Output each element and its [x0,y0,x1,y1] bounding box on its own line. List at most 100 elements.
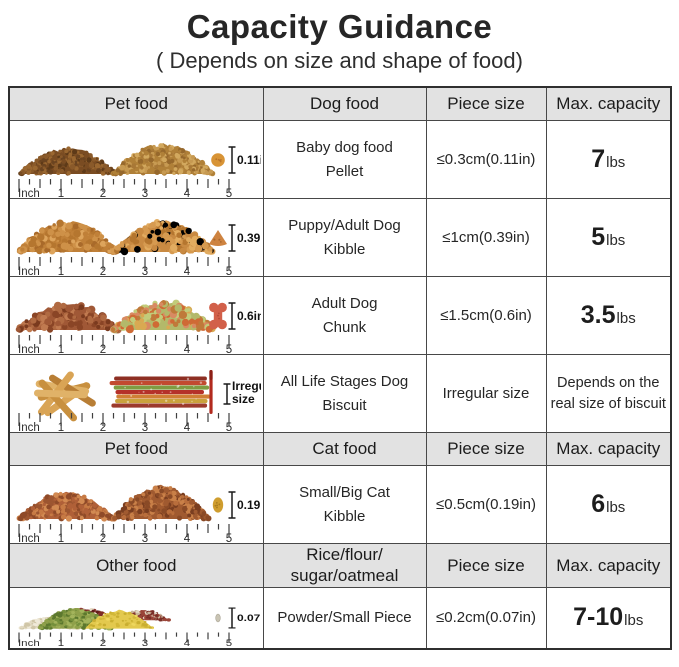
size-bracket [228,607,236,629]
ruler [18,632,230,643]
food-name-cell: Adult Dog Chunk [262,276,427,355]
size-bracket [228,491,236,519]
capacity-value: 3.5 [580,301,616,329]
ruler [18,524,230,537]
ruler-number: 2 [100,533,106,543]
capacity-cell: 7-10 lbs [545,586,672,650]
ruler-number: 5 [226,422,232,432]
ruler-number: 2 [100,422,106,432]
ruler-number: 5 [226,344,232,354]
food-name-cell: Baby dog food Pellet [262,120,427,199]
piece-size-cell: ≤1cm(0.39in) [425,198,547,277]
ruler-number: 3 [142,422,148,432]
ruler [18,179,230,192]
ruler-number: 4 [184,266,191,276]
piece-size-cell: ≤1.5cm(0.6in) [425,276,547,355]
capacity-unit: lbs [606,232,626,249]
food-illustration-cell: 0.07in Inch 1 2 3 4 5 [8,586,264,650]
ruler-number: 2 [100,188,106,198]
food-name-cell: Powder/Small Piece [262,586,427,650]
food-name-cell: All Life Stages Dog Biscuit [262,354,427,433]
sample-piece [209,230,228,246]
ruler-number: 1 [58,422,64,432]
header-cell: Pet food [8,432,264,466]
header-cell: Cat food [262,432,427,466]
food-illustration-cell: 0.6in Inch 1 2 3 4 5 [8,276,264,355]
food-illustration-cell: 0.11in Inch 1 2 3 4 5 [8,120,264,199]
ruler-number: 2 [100,640,107,648]
capacity-value: 7 [591,145,606,173]
size-bracket [228,302,236,330]
food-name-cell: Small/Big Cat Kibble [262,465,427,544]
ruler-unit-label: Inch [18,344,40,354]
header-cell: Max. capacity [545,543,672,588]
header-cell: Piece size [425,432,547,466]
food-illustration: 0.19in Inch 1 2 3 4 5 [16,484,261,543]
food-illustration: 0.6in Inch 1 2 3 4 5 [15,299,261,354]
header-cell: Pet food [8,86,264,121]
header-cell: Other food [8,543,264,588]
ruler-number: 3 [142,640,149,648]
capacity-value: 7-10 [573,603,624,632]
capacity-cell: 7 lbs [545,120,672,199]
capacity-unit: lbs [606,154,626,171]
ruler-number: 4 [184,533,191,543]
size-label: 0.6in [237,309,261,323]
sample-piece [209,370,213,414]
food-pile [34,371,97,422]
capacity-guidance-infographic: Capacity Guidance ( Depends on size and … [8,8,672,650]
piece-size-cell: ≤0.2cm(0.07in) [425,586,547,650]
header-cell: Max. capacity [545,86,672,121]
header-cell: Rice/flour/ sugar/oatmeal [262,543,427,588]
ruler-unit-label: Inch [18,188,40,198]
capacity-value: 6 [591,490,606,518]
capacity-unit: lbs [616,310,636,327]
table-row: 0.07in Inch 1 2 3 4 5 Powder/Small Piece≤0.2cm(… [8,586,672,650]
ruler [18,257,230,270]
ruler-number: 5 [226,266,232,276]
header-cell: Dog food [262,86,427,121]
section-header-row: Pet food Dog food Piece size Max. capacity [8,86,672,121]
ruler-number: 2 [100,344,106,354]
sample-piece [213,497,224,513]
sample-piece [209,302,228,330]
table-row: 0.39in Inch 1 2 3 4 5 Puppy/Adult Dog Kibble≤1c… [8,198,672,277]
ruler-number: 1 [58,266,64,276]
ruler-number: 1 [58,533,64,543]
ruler-unit-label: Inch [18,266,40,276]
size-label: 0.39in [237,231,261,245]
section-header-row: Other food Rice/flour/ sugar/oatmeal Piece… [8,543,672,588]
table-row: 0.11in Inch 1 2 3 4 5 Baby dog food Pellet≤0.3c… [8,120,672,199]
size-label: 0.11in [237,153,261,167]
capacity-cell: 5 lbs [545,198,672,277]
ruler-unit-label: Inch [18,422,40,432]
page-title: Capacity Guidance [186,8,493,45]
capacity-value: 5 [591,223,606,251]
header-cell: Piece size [425,543,547,588]
capacity-unit: lbs [624,612,644,630]
capacity-table: Pet food Dog food Piece size Max. capacity 0… [8,86,672,650]
sample-piece [215,614,221,623]
ruler-unit-label: Inch [18,533,40,543]
table-row: 0.19in Inch 1 2 3 4 5 Small/Big Cat Kibble≤0.5c… [8,465,672,544]
food-illustration: 0.07in Inch 1 2 3 4 5 [18,607,261,648]
ruler-number: 5 [226,188,232,198]
ruler-number: 3 [142,533,148,543]
ruler-number: 3 [142,266,148,276]
section-header-row: Pet food Cat food Piece size Max. capacity [8,432,672,466]
ruler-number: 5 [226,533,232,543]
piece-size-cell: ≤0.5cm(0.19in) [425,465,547,544]
food-name-cell: Puppy/Adult Dog Kibble [262,198,427,277]
food-illustration: 0.11in Inch 1 2 3 4 5 [18,143,261,198]
ruler-number: 4 [184,188,191,198]
header-cell: Piece size [425,86,547,121]
food-pile [109,376,211,408]
ruler-number: 1 [58,188,64,198]
ruler-number: 5 [226,640,233,648]
food-illustration: 0.39in Inch 1 2 3 4 5 [17,219,261,276]
ruler-number: 3 [142,344,148,354]
ruler-number: 4 [184,422,191,432]
size-bracket [228,146,236,174]
